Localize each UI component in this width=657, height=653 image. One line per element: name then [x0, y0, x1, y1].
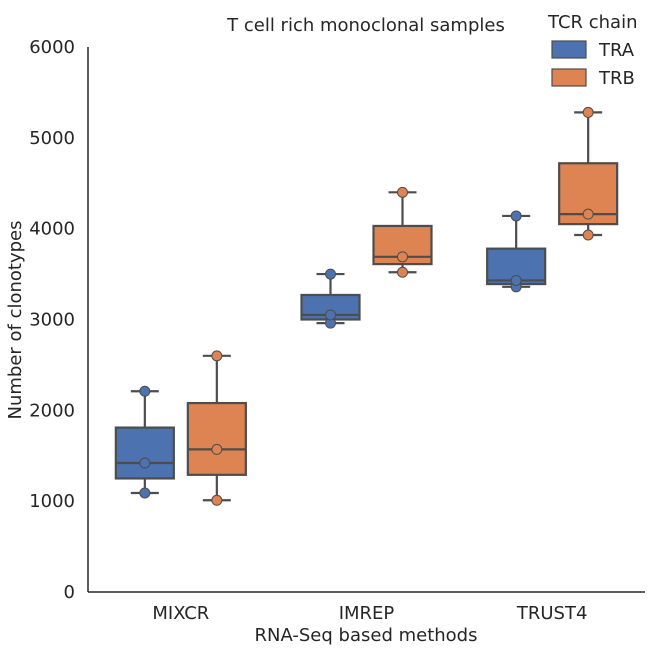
box-group-trb-imrep	[372, 186, 433, 278]
box-iqr	[186, 401, 247, 476]
y-tick-label: 1000	[29, 491, 75, 512]
data-point	[397, 251, 408, 263]
x-tick-label: MIXCR	[152, 603, 209, 624]
y-tick-label: 2000	[29, 400, 75, 421]
x-axis-ticks: MIXCR IMREP TRUST4	[152, 603, 587, 624]
data-point	[582, 208, 594, 220]
legend: TCR chain TRA TRB	[547, 12, 637, 89]
y-tick-label: 3000	[29, 310, 75, 331]
box-group-tra-trust4	[486, 210, 547, 293]
data-point	[139, 385, 151, 397]
data-point	[139, 457, 151, 469]
y-tick-label: 6000	[29, 37, 75, 58]
box-group-tra-mixcr	[114, 385, 175, 499]
box-group-trb-trust4	[558, 106, 619, 241]
y-tick-label: 5000	[29, 128, 75, 149]
data-point	[211, 494, 223, 506]
x-tick-label: IMREP	[339, 603, 395, 624]
data-point	[582, 106, 594, 118]
data-point	[510, 274, 522, 286]
legend-swatch-tra	[551, 40, 587, 59]
legend-label-tra: TRA	[598, 40, 635, 61]
data-point	[397, 186, 408, 198]
box-group-trb-mixcr	[186, 350, 247, 506]
y-tick-label: 0	[64, 582, 75, 603]
data-point	[325, 268, 336, 280]
data-point	[325, 309, 336, 321]
y-tick-label: 4000	[29, 219, 75, 240]
y-axis-ticks: 0 1000 2000 3000 4000 5000 6000	[29, 37, 75, 603]
data-point	[139, 487, 151, 499]
x-axis-title: RNA-Seq based methods	[255, 625, 478, 646]
data-point	[397, 266, 408, 278]
box-group-tra-imrep	[300, 268, 361, 329]
data-point	[211, 350, 223, 362]
data-point	[510, 210, 522, 222]
box-iqr	[114, 426, 175, 480]
legend-title: TCR chain	[547, 12, 637, 33]
data-point	[211, 443, 223, 455]
x-tick-label: TRUST4	[516, 603, 588, 624]
chart-title: T cell rich monoclonal samples	[226, 15, 505, 36]
legend-label-trb: TRB	[598, 68, 635, 89]
y-axis-title: Number of clonotypes	[5, 220, 26, 419]
legend-swatch-trb	[551, 68, 587, 87]
plot-area	[114, 106, 619, 506]
data-point	[582, 229, 594, 241]
